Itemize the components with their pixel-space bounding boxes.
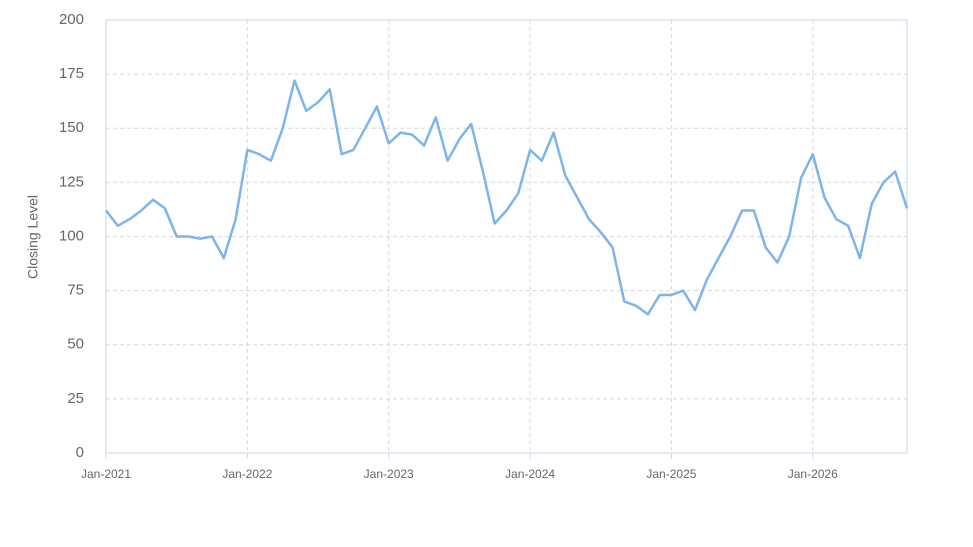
x-tick-label: Jan-2025 [646,467,696,481]
y-tick-label: 0 [76,444,84,461]
x-tick-label: Jan-2022 [222,467,272,481]
y-axis-label: Closing Level [25,195,41,279]
series-line [105,79,909,316]
y-tick-label: 200 [59,11,84,28]
plot-border [105,19,908,454]
y-tick-label: 150 [59,119,84,136]
x-tick-label: Jan-2021 [81,467,131,481]
y-tick-label: 175 [59,65,84,82]
y-tick-label: 25 [67,390,84,407]
x-tick-label: Jan-2026 [788,467,838,481]
x-tick-label: Jan-2023 [364,467,414,481]
y-tick-label: 50 [67,336,84,353]
y-tick-label: 125 [59,173,84,190]
y-tick-label: 100 [59,227,84,244]
y-tick-label: 75 [67,282,84,299]
x-tick-label: Jan-2024 [505,467,555,481]
